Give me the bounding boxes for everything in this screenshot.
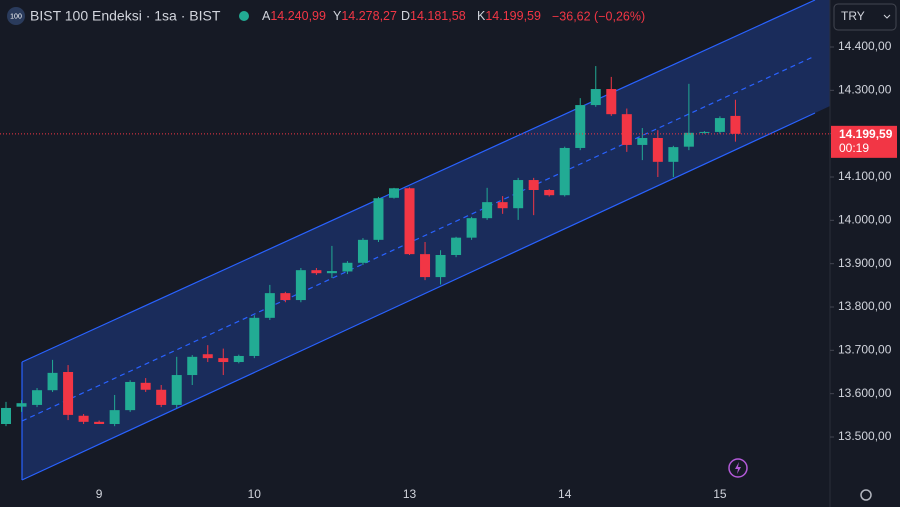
candle-body [16, 403, 27, 407]
candle-body [528, 180, 539, 191]
candle-body [683, 132, 694, 147]
y-tick-label: 13.600,00 [838, 386, 892, 400]
candle-body [32, 390, 43, 405]
ohlc-key: Y [333, 9, 342, 23]
candle-body [513, 180, 524, 209]
candle-body [140, 382, 151, 390]
candle-body [156, 389, 167, 405]
candle-body [311, 270, 322, 274]
ohlc-key: D [401, 9, 410, 23]
ohlc-value: 14.240,99 [270, 9, 326, 23]
symbol-icon [7, 7, 25, 25]
candle-body [125, 381, 136, 411]
candle-body [47, 372, 58, 391]
symbol-icon-text: 100 [10, 13, 22, 20]
market-status [239, 11, 249, 21]
x-tick-label: 10 [248, 487, 262, 501]
candle-body [264, 293, 275, 318]
candle-body [404, 188, 415, 255]
channel-middle [21, 55, 816, 422]
candle-body [295, 270, 306, 301]
candle-body [637, 138, 648, 145]
candle-body [63, 371, 74, 415]
currency-select[interactable] [833, 3, 897, 31]
candle-body [357, 239, 368, 263]
x-tick-label: 14 [558, 487, 572, 501]
candle-body [590, 89, 601, 106]
candle-body [78, 415, 89, 422]
candle-body [714, 118, 725, 132]
change: −36,62 (−0,26%) [552, 9, 645, 23]
events-bolt [735, 462, 741, 474]
y-tick-label: 14.100,00 [838, 169, 892, 183]
symbol-title: BIST 100 Endeksi · 1sa · BIST [30, 8, 221, 24]
candle-body [652, 138, 663, 162]
dropdown-arrow [883, 14, 891, 19]
ohlc-legend: A14.240,99 Y14.278,27 D14.181,58 K14.199,59 [262, 9, 541, 23]
candle-body [280, 293, 291, 301]
y-tick-label: 14.400,00 [838, 39, 892, 53]
ohlc-item: A14.240,99 [262, 9, 326, 23]
candle-body [497, 202, 508, 209]
candle-body [482, 202, 493, 219]
currency[interactable]: TRY [841, 9, 865, 23]
last-price-label: 14.199,59 [839, 127, 893, 141]
ohlc-value: 14.181,58 [410, 9, 466, 23]
candle-body [389, 188, 399, 198]
candle-body [187, 356, 198, 376]
x-tick-label: 9 [96, 487, 103, 501]
candle-body [171, 375, 182, 405]
candle-body [373, 198, 384, 240]
candle-body [559, 147, 570, 196]
settings-icon[interactable] [860, 489, 872, 501]
candle-body [699, 131, 710, 133]
candle-body [420, 254, 431, 278]
y-tick-label: 14.300,00 [838, 83, 892, 97]
candle-body [342, 262, 353, 272]
candle-body [606, 89, 617, 115]
channel-upper [21, 0, 816, 363]
x-tick-label: 13 [403, 487, 417, 501]
ohlc-value: 14.199,59 [485, 9, 541, 23]
candle-body [575, 105, 586, 148]
x-tick-label: 15 [713, 487, 727, 501]
candle-body [668, 147, 679, 162]
last-price-box [831, 125, 897, 158]
candle-body [218, 358, 229, 363]
ohlc-value: 14.278,27 [341, 9, 397, 23]
y-tick-label: 13.700,00 [838, 343, 892, 357]
channel-lower [21, 112, 816, 481]
candle-body [109, 410, 120, 424]
ohlc-item: Y14.278,27 [333, 9, 397, 23]
ohlc-item: D14.181,58 [401, 9, 466, 23]
candle-body [233, 355, 244, 363]
candle-body [1, 407, 11, 424]
candle-body [435, 254, 446, 278]
ohlc-key: K [477, 9, 486, 23]
candle-body [544, 190, 555, 196]
candle-body [326, 271, 337, 274]
ohlc-item: K14.199,59 [477, 9, 541, 23]
y-tick-label: 13.800,00 [838, 299, 892, 313]
candle-body [94, 421, 105, 424]
ohlc-key: A [262, 9, 271, 23]
candle-body [249, 317, 260, 356]
y-tick-label: 13.900,00 [838, 256, 892, 270]
y-tick-label: 13.500,00 [838, 429, 892, 443]
candle-body [730, 115, 741, 134]
candle-body [451, 237, 462, 255]
candle-body [621, 114, 632, 145]
y-tick-label: 14.000,00 [838, 213, 892, 227]
plot [1, 66, 741, 427]
events-icon[interactable] [728, 458, 748, 478]
candle-body [202, 354, 213, 359]
candle-body [466, 218, 477, 238]
countdown: 00:19 [839, 141, 869, 155]
